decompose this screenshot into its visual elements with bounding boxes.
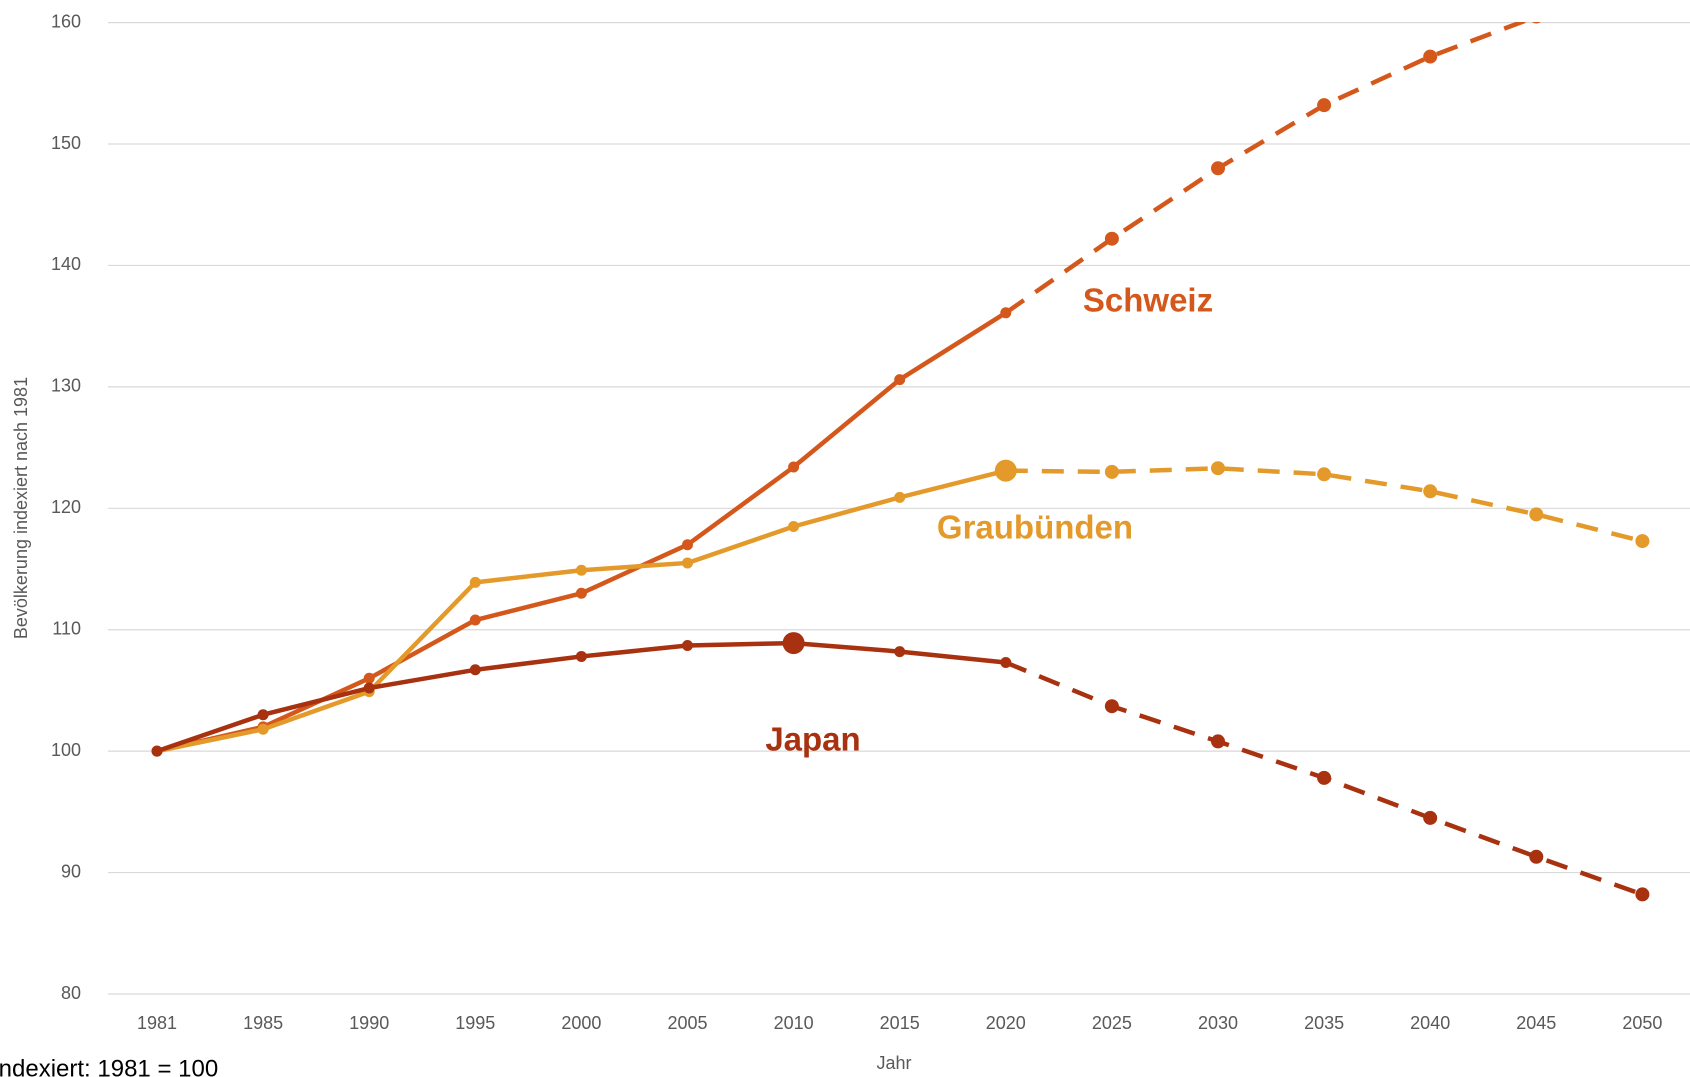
y-axis-label: Bevölkerung indexiert nach 1981 <box>11 377 31 639</box>
x-axis-label: Jahr <box>876 1053 911 1073</box>
series-label: Graubünden <box>937 509 1133 546</box>
data-point <box>682 539 693 551</box>
data-point <box>363 682 375 694</box>
x-tick-label: 2030 <box>1198 1013 1238 1033</box>
data-point <box>1211 461 1225 476</box>
x-tick-label: 2050 <box>1622 1013 1662 1033</box>
data-point <box>1104 231 1119 246</box>
y-tick-label: 90 <box>61 861 81 881</box>
data-point <box>994 459 1017 482</box>
data-point <box>1000 307 1012 319</box>
data-point <box>1423 810 1438 825</box>
data-point <box>1104 464 1119 479</box>
data-point <box>788 521 800 533</box>
data-point <box>788 461 800 473</box>
x-tick-label: 1985 <box>243 1013 283 1033</box>
data-point <box>1211 734 1225 749</box>
data-point <box>1529 849 1544 864</box>
data-point <box>1317 98 1332 113</box>
data-point <box>1000 657 1012 669</box>
data-point <box>894 491 906 503</box>
data-point <box>257 723 269 735</box>
x-tick-label: 2020 <box>986 1013 1026 1033</box>
series-label: Schweiz <box>1083 282 1213 319</box>
y-tick-label: 160 <box>51 11 81 31</box>
data-point <box>151 745 163 757</box>
y-tick-label: 80 <box>61 983 81 1003</box>
data-point <box>469 664 481 676</box>
x-tick-label: 2000 <box>561 1013 601 1033</box>
data-point <box>682 557 693 569</box>
x-tick-label: 2005 <box>667 1013 707 1033</box>
data-point <box>1531 22 1541 24</box>
x-tick-label: 2035 <box>1304 1013 1344 1033</box>
data-point <box>469 576 481 588</box>
data-point <box>1635 887 1650 902</box>
x-tick-label: 1990 <box>349 1013 389 1033</box>
y-tick-label: 120 <box>51 497 81 517</box>
x-tick-label: 2045 <box>1516 1013 1556 1033</box>
y-tick-label: 150 <box>51 133 81 153</box>
data-point <box>1104 699 1119 714</box>
data-point <box>682 640 693 652</box>
data-point <box>575 587 587 599</box>
x-tick-label: 2010 <box>774 1013 814 1033</box>
y-tick-label: 140 <box>51 254 81 274</box>
y-tick-label: 130 <box>51 376 81 396</box>
x-tick-label: 1995 <box>455 1013 495 1033</box>
x-tick-label: 2015 <box>880 1013 920 1033</box>
data-point <box>894 374 906 386</box>
data-point <box>894 646 906 658</box>
x-tick-label: 2025 <box>1092 1013 1132 1033</box>
note: Indexiert: 1981 = 100 <box>0 1055 218 1077</box>
data-point <box>1317 770 1332 785</box>
data-point <box>1423 484 1438 499</box>
series-line <box>156 310 1007 754</box>
data-point <box>1317 467 1332 482</box>
y-tick-label: 110 <box>52 618 81 638</box>
y-tick-label: 100 <box>51 740 81 760</box>
series-label: Japan <box>765 721 860 758</box>
x-tick-label: 2040 <box>1410 1013 1450 1033</box>
data-point <box>1635 534 1650 549</box>
data-point <box>469 614 481 626</box>
data-point <box>1423 49 1438 64</box>
data-point <box>1211 161 1225 176</box>
data-point <box>257 709 269 721</box>
data-point <box>575 564 587 576</box>
data-point <box>782 632 805 655</box>
data-point <box>575 650 587 662</box>
data-point <box>363 672 375 684</box>
data-point <box>1529 507 1544 522</box>
x-tick-label: 1981 <box>137 1013 177 1033</box>
